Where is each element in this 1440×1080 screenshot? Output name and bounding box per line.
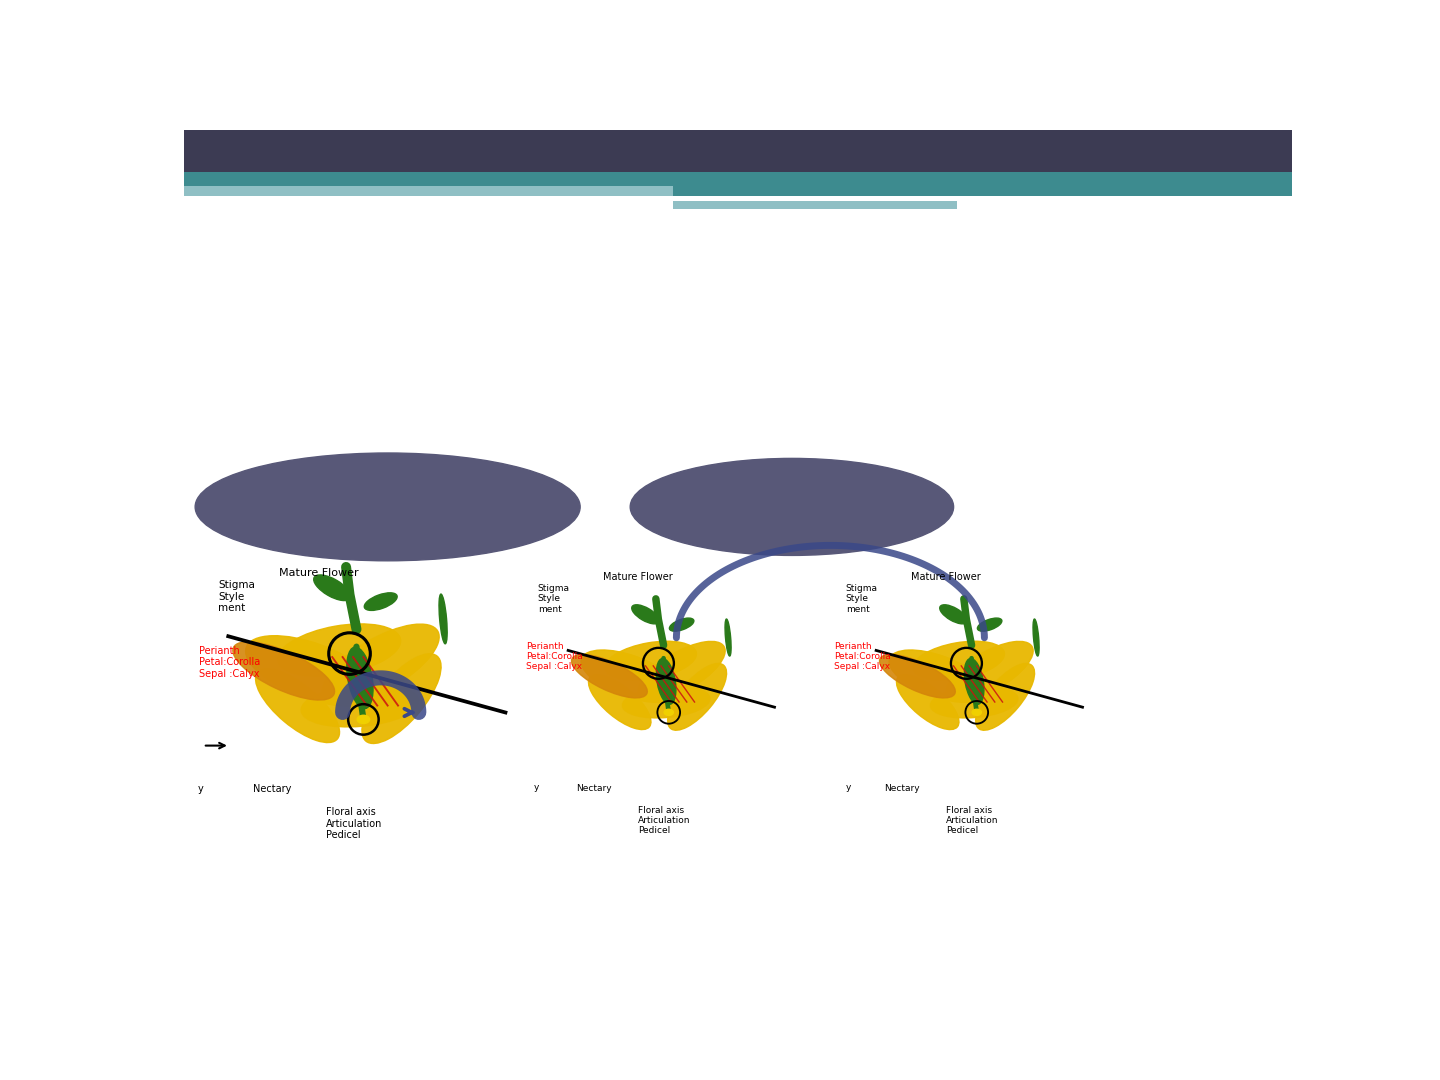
Ellipse shape (1032, 619, 1040, 656)
Bar (184, 172, 1293, 186)
Ellipse shape (246, 636, 377, 706)
Ellipse shape (572, 654, 648, 698)
Text: Perianth
Petal:Corolla
Sepal :Calyx: Perianth Petal:Corolla Sepal :Calyx (834, 642, 891, 672)
Text: Floral axis
Articulation
Pedicel: Floral axis Articulation Pedicel (946, 806, 998, 836)
Ellipse shape (668, 663, 727, 730)
Bar (672, 201, 958, 208)
Ellipse shape (930, 686, 1018, 718)
Ellipse shape (670, 618, 694, 631)
Ellipse shape (347, 647, 373, 708)
Ellipse shape (897, 675, 959, 730)
Text: Nectary: Nectary (253, 784, 291, 794)
Bar (184, 186, 672, 195)
Ellipse shape (589, 675, 651, 730)
Ellipse shape (638, 642, 726, 701)
Text: Mature Flower: Mature Flower (278, 568, 359, 579)
Ellipse shape (364, 593, 397, 610)
Text: y: y (534, 783, 540, 792)
Text: y: y (845, 783, 851, 792)
Ellipse shape (233, 642, 334, 700)
Text: Floral axis
Articulation
Pedicel: Floral axis Articulation Pedicel (638, 806, 690, 836)
Text: y: y (197, 784, 203, 794)
Ellipse shape (255, 669, 340, 743)
Ellipse shape (439, 594, 448, 644)
Ellipse shape (880, 654, 955, 698)
Ellipse shape (357, 715, 370, 724)
Ellipse shape (622, 686, 710, 718)
Ellipse shape (888, 650, 986, 702)
Text: Nectary: Nectary (576, 784, 612, 793)
Text: Perianth
Petal:Corolla
Sepal :Calyx: Perianth Petal:Corolla Sepal :Calyx (526, 642, 583, 672)
Ellipse shape (301, 685, 419, 727)
Text: Nectary: Nectary (884, 784, 920, 793)
Ellipse shape (314, 575, 351, 600)
Text: Stigma
Style
ment: Stigma Style ment (845, 584, 878, 613)
Ellipse shape (972, 710, 982, 715)
Ellipse shape (946, 642, 1032, 701)
Text: Stigma
Style
ment: Stigma Style ment (219, 580, 255, 613)
Ellipse shape (965, 659, 984, 704)
Text: Perianth
Petal:Corolla
Sepal :Calyx: Perianth Petal:Corolla Sepal :Calyx (199, 646, 261, 678)
Ellipse shape (632, 605, 660, 624)
Text: Stigma
Style
ment: Stigma Style ment (537, 584, 570, 613)
Ellipse shape (724, 619, 732, 656)
Ellipse shape (605, 642, 697, 680)
Ellipse shape (976, 663, 1034, 730)
Ellipse shape (913, 642, 1005, 680)
Ellipse shape (631, 458, 953, 555)
Ellipse shape (664, 710, 674, 715)
Text: Mature Flower: Mature Flower (912, 572, 981, 582)
Ellipse shape (323, 624, 439, 704)
Bar (672, 195, 1092, 201)
Bar (184, 130, 1293, 172)
Ellipse shape (940, 605, 968, 624)
Bar (672, 186, 1293, 195)
Ellipse shape (361, 653, 441, 743)
Text: Mature Flower: Mature Flower (603, 572, 672, 582)
Text: Floral axis
Articulation
Pedicel: Floral axis Articulation Pedicel (325, 807, 383, 840)
Ellipse shape (978, 618, 1002, 631)
Ellipse shape (278, 624, 400, 676)
Ellipse shape (582, 650, 680, 702)
Ellipse shape (196, 453, 580, 561)
Ellipse shape (657, 659, 675, 704)
